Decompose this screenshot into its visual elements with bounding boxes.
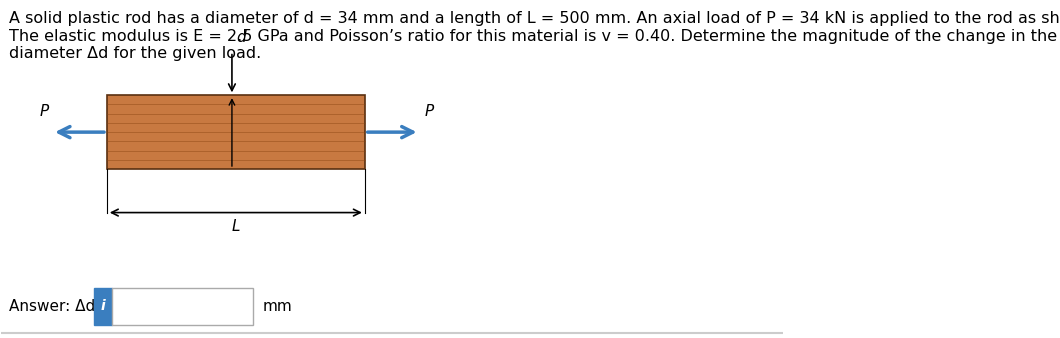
Bar — [107, 95, 365, 169]
Text: Answer: Δd =: Answer: Δd = — [10, 299, 118, 314]
Text: i: i — [101, 299, 105, 313]
Text: mm: mm — [263, 299, 293, 314]
Text: L: L — [231, 219, 241, 234]
Text: P: P — [425, 104, 435, 119]
Bar — [93, 288, 112, 325]
Text: d: d — [236, 30, 246, 45]
Bar — [112, 288, 253, 325]
Text: P: P — [39, 104, 49, 119]
Text: A solid plastic rod has a diameter of d = 34 mm and a length of L = 500 mm. An a: A solid plastic rod has a diameter of d … — [10, 11, 1060, 61]
